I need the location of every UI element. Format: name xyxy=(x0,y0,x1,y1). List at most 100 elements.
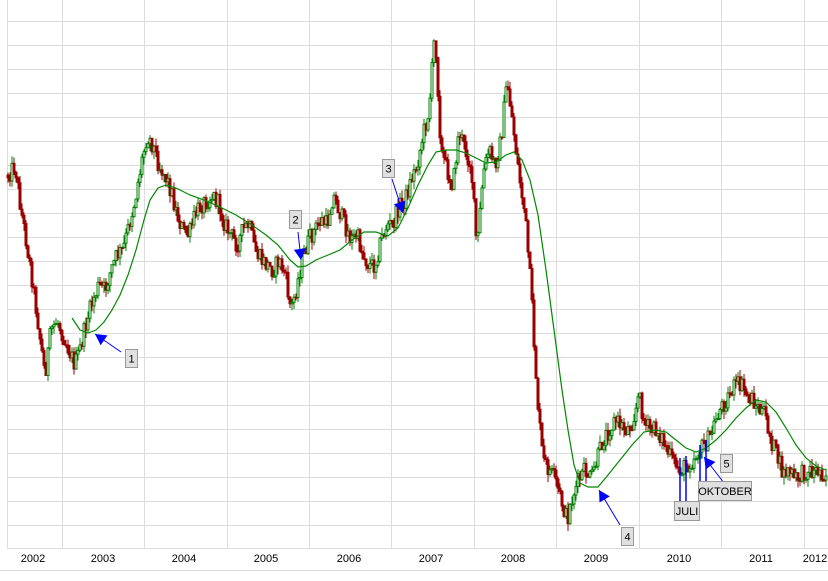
candle-body xyxy=(172,188,176,211)
candle-body xyxy=(26,245,30,258)
candle-body xyxy=(168,178,172,197)
candle-body xyxy=(530,268,534,301)
candle-body xyxy=(718,409,722,420)
candle-body xyxy=(316,222,320,226)
candle-body xyxy=(328,213,332,226)
annotation-juli: JULI xyxy=(674,456,700,521)
candle-body xyxy=(60,329,64,342)
candle-body xyxy=(282,269,286,273)
candle-body xyxy=(292,296,296,304)
annotation-label-text: 1 xyxy=(128,354,134,366)
candle-body xyxy=(30,261,34,288)
candle-body xyxy=(28,256,32,263)
candle-body xyxy=(50,326,54,330)
annotation-5: 5 xyxy=(703,454,733,484)
candle-body xyxy=(622,422,626,431)
candle-body xyxy=(478,207,482,234)
annotation-4: 4 xyxy=(598,489,634,546)
candle-body xyxy=(20,208,24,216)
candle-body xyxy=(710,432,714,435)
candle-body xyxy=(502,101,506,138)
candle-body xyxy=(554,469,558,480)
annotation-label-box xyxy=(674,501,700,521)
candle-body xyxy=(412,169,416,182)
moving-average-line xyxy=(71,149,827,488)
candle-body xyxy=(692,458,696,469)
arrowhead-icon xyxy=(393,200,406,213)
candle-body xyxy=(768,432,772,437)
candle-body xyxy=(156,150,160,172)
candle-body xyxy=(270,265,274,277)
candle-body xyxy=(16,177,20,184)
candle-body xyxy=(570,503,574,506)
annotation-label-box xyxy=(382,159,395,178)
candle-body xyxy=(198,202,202,213)
candle-body xyxy=(626,425,630,436)
annotation-label-box xyxy=(621,527,634,546)
candle-body xyxy=(504,86,508,103)
candle-body xyxy=(682,459,686,475)
candle-body xyxy=(58,322,62,331)
candle-body xyxy=(132,206,136,218)
candle-body xyxy=(164,173,168,183)
x-axis-tick-label: 2003 xyxy=(91,553,115,565)
candle-body xyxy=(454,162,458,169)
candle-body xyxy=(364,258,368,267)
candle-body xyxy=(532,299,536,348)
candle-body xyxy=(146,143,150,149)
candle-body xyxy=(522,197,526,210)
candle-body xyxy=(610,429,614,437)
candle-body xyxy=(590,469,594,472)
candle-body xyxy=(548,469,552,476)
candle-body xyxy=(760,407,764,415)
candle-body xyxy=(516,153,520,165)
candle-body xyxy=(62,340,66,346)
candle-body xyxy=(526,220,530,253)
candle-body xyxy=(512,116,516,136)
candle-body xyxy=(112,260,116,266)
candle-body xyxy=(416,166,420,171)
candle-body xyxy=(490,146,494,160)
annotation-label-text: JULI xyxy=(676,506,699,518)
annotation-label-text: 5 xyxy=(723,459,729,471)
candle-body xyxy=(796,472,800,481)
candle-body xyxy=(592,466,596,471)
candle-body xyxy=(636,396,640,409)
candle-body xyxy=(420,141,424,151)
candle-body xyxy=(824,475,828,481)
candle-body xyxy=(556,478,560,489)
candle-body xyxy=(712,420,716,434)
candle-body xyxy=(696,457,700,460)
candle-body xyxy=(690,467,694,470)
price-candles xyxy=(6,39,828,532)
candle-body xyxy=(18,182,22,210)
candle-body xyxy=(254,241,258,252)
candle-body xyxy=(94,295,98,298)
candle-body xyxy=(552,468,556,471)
candle-body xyxy=(124,232,128,244)
candle-body xyxy=(374,264,378,273)
candle-body xyxy=(210,198,214,202)
candle-body xyxy=(506,86,510,90)
candle-body xyxy=(440,137,444,151)
annotation-label-text: 2 xyxy=(292,215,298,227)
candle-body xyxy=(428,97,432,120)
candle-body xyxy=(48,328,52,349)
candle-body xyxy=(206,207,210,210)
candle-body xyxy=(518,163,522,184)
candle-body xyxy=(280,258,284,271)
annotation-2: 2 xyxy=(289,210,306,261)
candle-body xyxy=(74,353,78,370)
candle-body xyxy=(524,208,528,222)
candle-body xyxy=(38,328,42,340)
candle-body xyxy=(378,237,382,262)
candle-body xyxy=(732,379,736,396)
x-axis-tick-label: 2011 xyxy=(749,553,773,565)
candle-body xyxy=(648,419,652,429)
arrowhead-icon xyxy=(704,457,716,470)
candle-body xyxy=(36,312,40,330)
candle-body xyxy=(596,448,600,467)
annotation-label-text: 4 xyxy=(624,532,630,544)
candle-body xyxy=(334,194,338,201)
